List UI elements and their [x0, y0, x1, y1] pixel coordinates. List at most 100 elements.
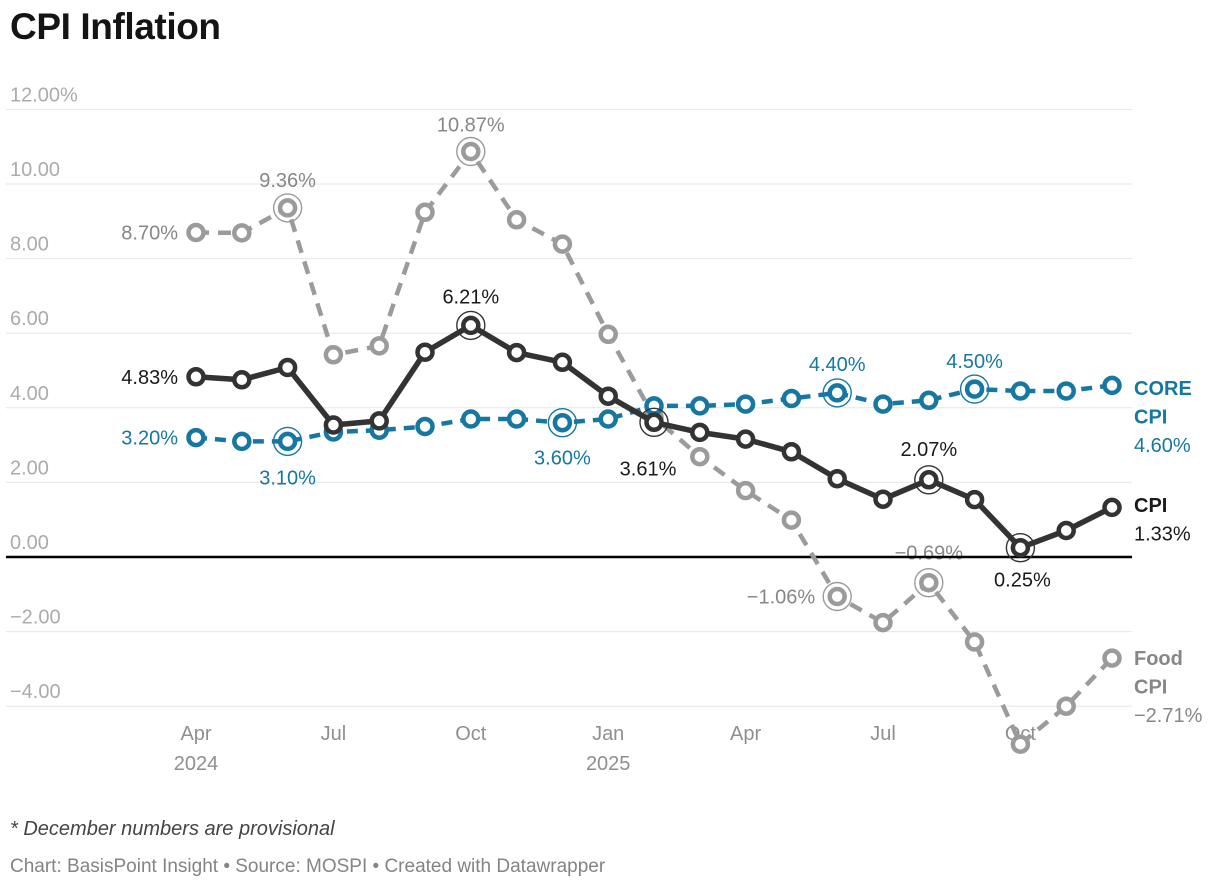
core-cpi-point[interactable]	[781, 388, 802, 409]
point-annotation: −1.06%	[747, 587, 816, 609]
cpi-point[interactable]	[1056, 520, 1076, 541]
x-axis-tick-label: Jan	[592, 723, 624, 745]
series-end-label: CPI	[1134, 407, 1167, 429]
x-axis-tick-label: Jul	[870, 723, 896, 745]
cpi-point[interactable]	[827, 468, 847, 489]
cpi-point[interactable]	[735, 429, 756, 449]
series-end-value: 4.60%	[1134, 435, 1191, 457]
y-axis-tick-label: 10.00	[10, 159, 60, 181]
food-cpi-point[interactable]	[964, 632, 985, 652]
core-cpi-point[interactable]	[506, 409, 527, 429]
point-annotation: 9.36%	[259, 170, 316, 192]
food-cpi-point[interactable]	[1056, 696, 1076, 716]
chart-title: CPI Inflation	[10, 6, 221, 47]
cpi-point[interactable]	[598, 386, 618, 406]
cpi-point[interactable]	[232, 370, 252, 390]
cpi-point[interactable]	[964, 489, 985, 510]
food-cpi-point[interactable]	[827, 586, 847, 607]
food-cpi-point[interactable]	[277, 198, 298, 218]
cpi-point[interactable]	[1010, 537, 1031, 558]
point-annotation: 3.10%	[259, 467, 316, 489]
x-axis-tick-label: Apr	[180, 723, 211, 745]
series-end-label: CPI	[1134, 677, 1167, 699]
core-cpi-point[interactable]	[827, 383, 847, 403]
food-cpi-point[interactable]	[186, 222, 206, 243]
core-cpi-point[interactable]	[415, 416, 435, 437]
cpi-point[interactable]	[873, 489, 893, 509]
food-cpi-point[interactable]	[415, 202, 435, 223]
food-cpi-point[interactable]	[1102, 648, 1122, 668]
core-cpi-point[interactable]	[1010, 381, 1031, 401]
food-cpi-point[interactable]	[919, 572, 939, 593]
core-cpi-point[interactable]	[873, 394, 893, 414]
food-cpi-point[interactable]	[461, 141, 481, 162]
food-cpi-point[interactable]	[598, 324, 618, 345]
cpi-point[interactable]	[919, 470, 939, 490]
cpi-point[interactable]	[186, 367, 206, 387]
cpi-point[interactable]	[1102, 497, 1122, 518]
highlight-ring	[914, 568, 944, 598]
highlight-ring	[959, 374, 990, 404]
core-cpi-point[interactable]	[461, 409, 481, 429]
food-cpi-line	[195, 149, 1114, 747]
cpi-point[interactable]	[461, 315, 481, 336]
food-cpi-point[interactable]	[690, 446, 710, 467]
core-cpi-point[interactable]	[690, 396, 710, 416]
core-cpi-point[interactable]	[232, 431, 252, 452]
cpi-point[interactable]	[552, 352, 573, 373]
footnote: * December numbers are provisional	[10, 818, 335, 840]
core-cpi-point[interactable]	[1056, 381, 1076, 401]
core-cpi-point[interactable]	[277, 431, 298, 452]
core-cpi-point[interactable]	[552, 412, 573, 433]
cpi-point[interactable]	[277, 357, 298, 378]
y-axis-tick-label: 6.00	[10, 308, 49, 330]
cpi-point[interactable]	[690, 422, 710, 443]
food-cpi-point[interactable]	[323, 345, 344, 365]
highlight-ring	[456, 136, 486, 167]
x-axis-tick-label: Oct	[455, 723, 487, 745]
core-cpi-point[interactable]	[644, 396, 664, 416]
core-cpi-point[interactable]	[1102, 375, 1122, 396]
core-cpi-point[interactable]	[964, 379, 985, 399]
food-cpi-point[interactable]	[232, 223, 252, 243]
food-cpi-point[interactable]	[552, 234, 573, 254]
highlight-ring	[1005, 533, 1036, 563]
x-axis-tick-label: 2024	[174, 753, 219, 775]
core-cpi-point[interactable]	[735, 394, 756, 414]
highlight-ring	[822, 581, 852, 612]
food-cpi-point[interactable]	[506, 210, 527, 230]
highlight-ring	[272, 193, 303, 223]
y-axis-tick-label: 8.00	[10, 234, 49, 256]
cpi-point[interactable]	[644, 412, 664, 433]
point-annotation: 4.83%	[121, 367, 178, 389]
y-axis-tick-label: 12.00%	[10, 85, 78, 106]
core-cpi-point[interactable]	[598, 409, 618, 429]
core-cpi-point[interactable]	[186, 427, 206, 448]
food-cpi-point[interactable]	[781, 510, 802, 530]
cpi-point[interactable]	[369, 411, 389, 431]
cpi-point[interactable]	[506, 342, 527, 363]
cpi-point[interactable]	[415, 342, 435, 362]
series-end-label: Food	[1134, 648, 1183, 670]
credit-line: Chart: BasisPoint Insight • Source: MOSP…	[10, 856, 606, 877]
point-annotation: 3.20%	[121, 428, 178, 450]
series-end-value: −2.71%	[1134, 705, 1203, 727]
food-cpi-point[interactable]	[1010, 734, 1031, 754]
point-annotation: 4.40%	[809, 354, 866, 376]
highlight-ring	[822, 378, 852, 408]
cpi-point[interactable]	[781, 442, 802, 462]
y-axis-tick-label: −4.00	[10, 681, 61, 703]
food-cpi-point[interactable]	[873, 612, 893, 633]
food-cpi-point[interactable]	[369, 336, 389, 356]
highlight-ring	[914, 465, 944, 495]
highlight-ring	[547, 408, 578, 438]
food-cpi-point[interactable]	[735, 480, 756, 501]
series-end-label: CPI	[1134, 495, 1167, 517]
x-axis-tick-label: 2025	[586, 753, 631, 775]
point-annotation: 4.50%	[946, 351, 1003, 373]
y-axis-tick-label: 4.00	[10, 383, 49, 405]
core-cpi-point[interactable]	[919, 390, 939, 411]
cpi-point[interactable]	[323, 415, 344, 435]
point-annotation: 8.70%	[121, 222, 178, 244]
